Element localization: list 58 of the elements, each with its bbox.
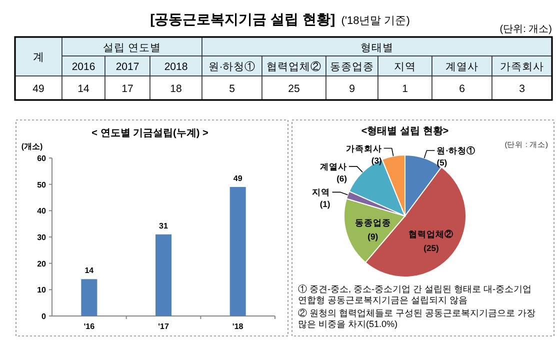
category-label: 2016: [72, 61, 96, 73]
data-label: 1: [402, 83, 408, 95]
data-label: 17: [122, 83, 134, 95]
category-label: 계열사: [446, 61, 478, 73]
y-tick-label: 40: [37, 206, 47, 216]
data-label: 31: [159, 221, 168, 230]
data-label: 3: [519, 83, 526, 95]
slice-label: 협력업체②: [408, 228, 454, 239]
y-tick-label: 30: [37, 233, 47, 242]
data-label: 49: [233, 174, 243, 183]
text: ('18년말 기준): [341, 15, 410, 27]
y-tick-label: 20: [37, 259, 47, 268]
y-tick-label: 50: [37, 180, 47, 190]
data-label: 6: [459, 83, 466, 95]
text: 형태별: [360, 42, 394, 54]
x-tick-label: '17: [158, 322, 170, 331]
y-tick-label: 10: [37, 286, 47, 295]
x-tick-label: '16: [84, 322, 96, 331]
data-label: 14: [84, 266, 94, 276]
category-label: 동종업종: [330, 61, 374, 73]
text: ① 중견-중소, 중소-중소기업 간 설립된 형태로 대-중소기업 연합형 공동근로복지기금은 설립되지 않음: [298, 284, 532, 305]
category-label: 협력업체②: [266, 60, 322, 73]
y-tick-label: 0: [42, 312, 47, 321]
category-label: 2018: [164, 61, 188, 73]
chart-title: <형태별 설립 현황>: [361, 126, 449, 137]
category-label: 가족회사: [500, 61, 544, 73]
data-label: (6): [336, 173, 348, 184]
data-label: (1): [320, 199, 330, 210]
slice-label: 동종업종: [354, 218, 391, 228]
data-label: 18: [170, 83, 182, 95]
category-label: 원·하청①: [208, 60, 256, 73]
text: ② 원청의 협력업체들로 구성된 공동근로복지기금으로 가장 많은 비중을 차지(51.0%): [298, 308, 536, 329]
data-label: (5): [436, 158, 448, 168]
data-label: 49: [32, 83, 44, 95]
category-label: 지역: [394, 61, 416, 73]
x-tick-label: '18: [232, 322, 244, 331]
text: [공동근로복지기금 설립 현황]: [150, 11, 336, 27]
bar: [156, 234, 172, 316]
data-label: (9): [368, 232, 378, 242]
chart-title: < 연도별 기금설립(누계) >: [92, 128, 208, 139]
bar: [81, 279, 98, 316]
data-label: 9: [349, 83, 356, 95]
category-label: 계: [33, 52, 44, 64]
data-label: 14: [78, 83, 90, 95]
bar: [230, 186, 246, 316]
slice-label: 가족회사: [346, 143, 382, 154]
slice-label: 원·하청①: [436, 146, 476, 156]
y-axis-title: (개소): [21, 142, 43, 151]
data-label: 5: [229, 83, 236, 95]
slice-label: 계열사: [320, 161, 347, 172]
text: (단위: 개소): [500, 24, 552, 35]
text: 설립 연도별: [103, 42, 161, 54]
slice-label: 지역: [311, 187, 330, 198]
y-tick-label: 60: [37, 154, 47, 163]
data-label: 25: [288, 83, 300, 95]
data-label: (25): [424, 242, 439, 253]
data-label: (3): [371, 155, 382, 166]
category-label: 2017: [116, 61, 140, 73]
